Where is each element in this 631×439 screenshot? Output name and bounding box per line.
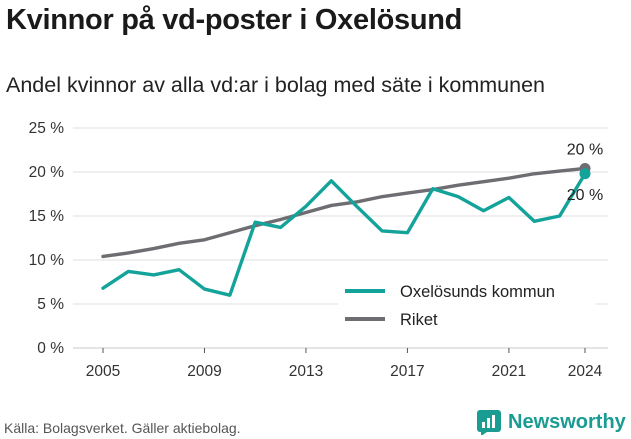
legend: Oxelösunds kommun Riket: [338, 275, 596, 337]
x-tick-label: 2013: [289, 363, 323, 380]
y-tick-label: 25 %: [29, 120, 65, 137]
newsworthy-logo-icon: [477, 410, 501, 435]
end-labels: 20 % 20 %: [567, 141, 603, 203]
brand-logo: Newsworthy: [476, 409, 626, 435]
series-lines: [101, 162, 591, 297]
brand-name: Newsworthy: [508, 410, 626, 433]
chart-subtitle: Andel kvinnor av alla vd:ar i bolag med …: [6, 73, 545, 97]
y-tick-label: 15 %: [29, 208, 65, 225]
x-tick-label: 2021: [492, 363, 526, 380]
y-tick-label: 20 %: [29, 164, 65, 181]
legend-entry: Riket: [400, 311, 438, 329]
series-line-oxelosund: [101, 172, 587, 297]
y-tick-label: 5 %: [37, 296, 64, 313]
legend-background: [338, 275, 596, 337]
x-tick-label: 2005: [86, 363, 120, 380]
line-chart: 0 %5 %10 %15 %20 %25 % 2005 2009 2013 2017 2…: [29, 120, 608, 380]
series-line-riket: [101, 166, 587, 259]
x-tick-label: 2009: [187, 363, 221, 380]
end-label-riket: 20 %: [567, 141, 603, 158]
y-tick-label: 10 %: [29, 252, 65, 269]
x-tick-label: 2024: [568, 363, 603, 380]
chart-title: Kvinnor på vd-poster i Oxelösund: [6, 4, 463, 36]
grid-lines: [73, 127, 608, 349]
y-tick-label: 0 %: [37, 340, 64, 357]
end-point-oxelosund: [579, 168, 591, 180]
source-note: Källa: Bolagsverket. Gäller aktiebolag.: [4, 420, 241, 436]
legend-entry: Oxelösunds kommun: [400, 283, 555, 301]
x-axis-tick-labels: 2005 2009 2013 2017 2021 2024: [86, 348, 603, 380]
x-tick-label: 2017: [390, 363, 424, 380]
y-axis-tick-labels: 0 % 5 % 10 % 15 % 20 % 25 %: [29, 120, 65, 357]
end-label-oxelosund: 20 %: [567, 187, 603, 204]
